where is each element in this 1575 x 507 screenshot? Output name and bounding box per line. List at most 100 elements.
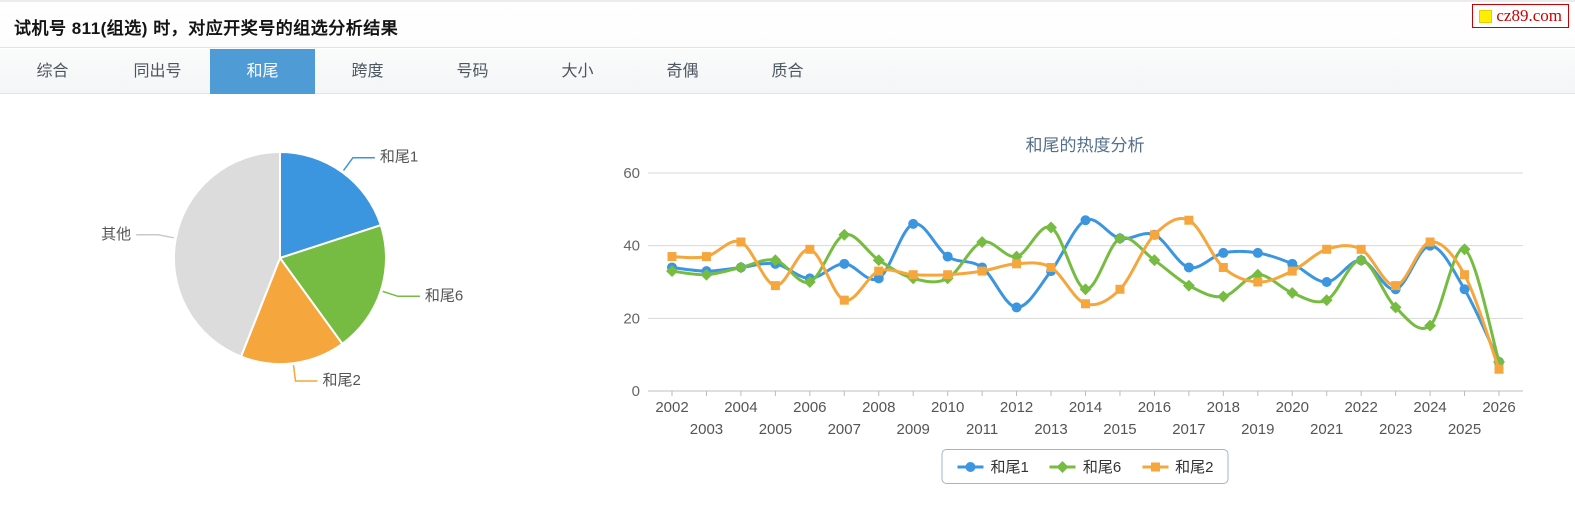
x-axis-tick-label: 2009 bbox=[897, 421, 930, 438]
x-axis-tick-label: 2004 bbox=[724, 399, 757, 416]
data-point-marker bbox=[1080, 215, 1091, 226]
pie-label-leader-line bbox=[382, 290, 420, 298]
x-axis-tick-label: 2002 bbox=[655, 399, 688, 416]
line-chart-legend: 和尾1 和尾6 和尾2 bbox=[941, 449, 1229, 484]
legend-label: 和尾6 bbox=[1082, 459, 1122, 476]
pie-label-leader-line bbox=[292, 365, 318, 382]
data-point-marker bbox=[1287, 258, 1298, 269]
pie-slice-label: 和尾6 bbox=[425, 287, 463, 304]
legend-item-和尾2[interactable]: 和尾2 bbox=[1141, 456, 1214, 477]
x-axis-tick-label: 2020 bbox=[1276, 399, 1309, 416]
data-point-marker bbox=[1012, 259, 1022, 269]
x-axis-tick-label: 2012 bbox=[1000, 399, 1033, 416]
data-point-marker bbox=[1287, 266, 1297, 276]
data-point-marker bbox=[1494, 364, 1504, 374]
data-point-marker bbox=[1081, 299, 1090, 309]
data-point-marker bbox=[977, 266, 987, 276]
pie-label-leader-line bbox=[136, 234, 175, 239]
x-axis-tick-label: 2008 bbox=[862, 399, 895, 416]
x-axis-tick-label: 2005 bbox=[759, 421, 792, 438]
site-logo[interactable]: cz89.com bbox=[1472, 4, 1569, 28]
data-point-marker bbox=[1321, 277, 1332, 287]
data-point-marker bbox=[1217, 290, 1230, 303]
data-point-marker bbox=[1184, 215, 1194, 225]
x-axis-tick-label: 2023 bbox=[1379, 421, 1412, 438]
tab-hewei[interactable]: 和尾 bbox=[210, 49, 315, 94]
x-axis-tick-label: 2006 bbox=[793, 399, 826, 416]
tab-zhihe[interactable]: 质合 bbox=[771, 63, 804, 80]
x-axis-tick-label: 2010 bbox=[931, 399, 964, 416]
data-point-marker bbox=[1011, 302, 1022, 313]
pie-slice-label: 其他 bbox=[101, 226, 131, 243]
legend-marker-circle-icon bbox=[957, 461, 984, 472]
data-point-marker bbox=[1322, 244, 1332, 254]
line-chart: 0204060200220032004200520062007200820092… bbox=[623, 165, 1523, 438]
data-point-marker bbox=[1046, 262, 1056, 272]
x-axis-tick-label: 2013 bbox=[1034, 421, 1067, 438]
data-point-marker bbox=[1391, 281, 1401, 291]
x-axis-tick-label: 2026 bbox=[1482, 399, 1515, 416]
tab-daxiao[interactable]: 大小 bbox=[561, 63, 594, 80]
y-axis-tick-label: 0 bbox=[632, 383, 640, 400]
pie-slice-label: 和尾2 bbox=[323, 372, 361, 389]
data-point-marker bbox=[1459, 284, 1470, 295]
legend-label: 和尾2 bbox=[1175, 459, 1214, 476]
data-point-marker bbox=[736, 237, 746, 247]
data-point-marker bbox=[770, 281, 780, 291]
x-axis-tick-label: 2018 bbox=[1207, 399, 1240, 416]
y-axis-tick-label: 60 bbox=[623, 165, 640, 182]
analysis-tabbar: 综合 同出号 和尾 跨度 号码 大小 奇偶 质合 bbox=[0, 49, 1575, 94]
header-bar: 试机号 811(组选) 时，对应开奖号的组选分析结果 cz89.com bbox=[0, 2, 1575, 48]
data-point-marker bbox=[1218, 262, 1228, 272]
data-point-marker bbox=[873, 273, 884, 284]
x-axis-tick-label: 2024 bbox=[1413, 399, 1446, 416]
data-point-marker bbox=[1460, 270, 1470, 280]
tab-zonghe[interactable]: 综合 bbox=[36, 63, 69, 80]
data-point-marker bbox=[1115, 284, 1125, 294]
pie-slice-其他[interactable] bbox=[172, 151, 281, 358]
tab-haoma[interactable]: 号码 bbox=[456, 63, 489, 80]
data-point-marker bbox=[1252, 247, 1263, 258]
data-point-marker bbox=[839, 295, 849, 305]
legend-marker-diamond-icon bbox=[1049, 460, 1076, 473]
x-axis-tick-label: 2011 bbox=[966, 421, 998, 438]
x-axis-tick-label: 2021 bbox=[1310, 421, 1343, 438]
data-point-marker bbox=[1286, 286, 1299, 299]
pie-slice-label: 和尾1 bbox=[380, 149, 418, 166]
x-axis-tick-label: 2016 bbox=[1138, 399, 1171, 416]
legend-item-和尾6[interactable]: 和尾6 bbox=[1049, 456, 1121, 477]
data-point-marker bbox=[908, 270, 918, 280]
data-point-marker bbox=[734, 261, 747, 274]
data-point-marker bbox=[943, 270, 953, 280]
data-point-marker bbox=[908, 218, 919, 229]
data-point-marker bbox=[701, 252, 711, 262]
data-point-marker bbox=[1218, 247, 1229, 258]
pie-chart: 和尾1 和尾6 和尾2 其他 bbox=[101, 149, 463, 389]
data-point-marker bbox=[942, 251, 953, 262]
line-series-和尾2 bbox=[667, 215, 1504, 374]
tab-kuadu[interactable]: 跨度 bbox=[351, 63, 384, 80]
data-point-marker bbox=[1355, 254, 1368, 267]
data-point-marker bbox=[1149, 230, 1159, 240]
charts-area: 和尾1 和尾6 和尾2 其他 和尾的热度分析 0 20 40 60 2002 2003 2004 2… bbox=[0, 95, 1575, 507]
data-point-marker bbox=[839, 258, 850, 269]
pie-slice-和尾1[interactable] bbox=[279, 151, 382, 259]
tab-jiou[interactable]: 奇偶 bbox=[666, 63, 699, 80]
data-point-marker bbox=[1183, 262, 1194, 273]
data-point-marker bbox=[874, 266, 884, 276]
data-point-marker bbox=[1182, 279, 1195, 292]
pie-slice-和尾2[interactable] bbox=[240, 257, 344, 366]
tab-tongchuhao[interactable]: 同出号 bbox=[133, 63, 182, 80]
x-axis-tick-label: 2025 bbox=[1448, 421, 1481, 438]
x-axis-tick-label: 2007 bbox=[828, 421, 861, 438]
legend-label: 和尾1 bbox=[990, 459, 1029, 476]
page-title: 试机号 811(组选) 时，对应开奖号的组选分析结果 bbox=[14, 19, 399, 38]
x-axis-tick-label: 2003 bbox=[690, 421, 723, 438]
data-point-marker bbox=[1356, 244, 1366, 254]
x-axis-tick-label: 2015 bbox=[1103, 421, 1136, 438]
legend-item-和尾1[interactable]: 和尾1 bbox=[956, 456, 1029, 477]
data-point-marker bbox=[667, 252, 677, 262]
pie-slice-和尾6[interactable] bbox=[279, 224, 388, 345]
legend-marker-square-icon bbox=[1142, 462, 1169, 471]
data-point-marker bbox=[805, 244, 815, 254]
